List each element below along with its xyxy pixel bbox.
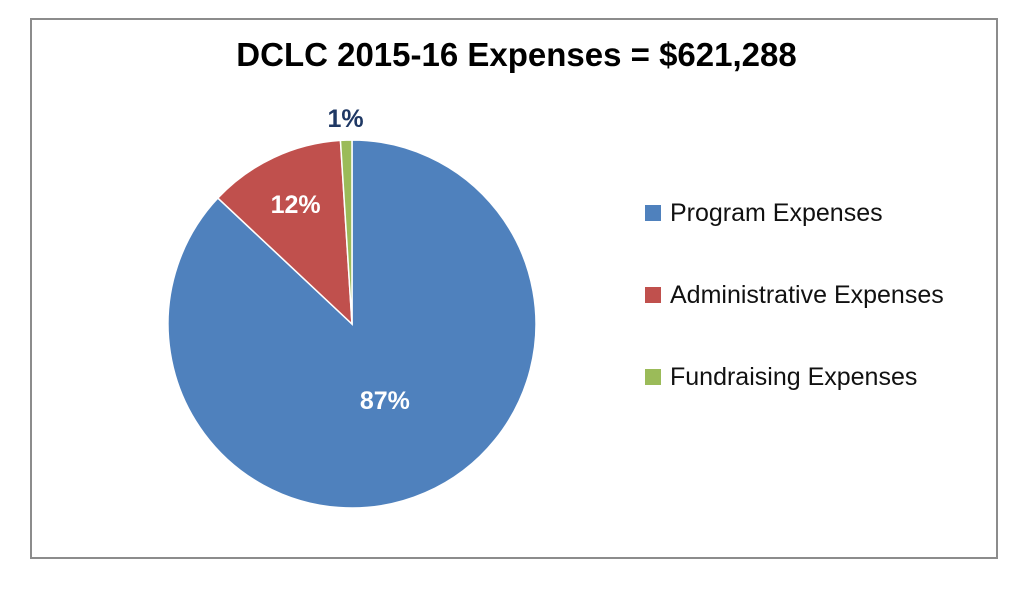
legend-swatch-administrative	[645, 287, 661, 303]
legend-item-fundraising: Fundraising Expenses	[645, 360, 917, 394]
data-label-fundraising: 1%	[327, 105, 363, 133]
pie-slices	[167, 139, 537, 509]
legend-swatch-program	[645, 205, 661, 221]
legend-label-administrative: Administrative Expenses	[670, 280, 944, 309]
legend-item-program: Program Expenses	[645, 196, 883, 230]
pie-data-labels: 87% 12% 1%	[271, 105, 410, 415]
pie-slice-administrative	[216, 139, 353, 326]
legend-item-administrative: Administrative Expenses	[645, 278, 944, 312]
chart-title: DCLC 2015-16 Expenses = $621,288	[236, 36, 797, 73]
data-label-administrative: 12%	[271, 191, 321, 219]
pie-slice-fundraising	[339, 139, 353, 325]
legend-label-program: Program Expenses	[670, 198, 883, 227]
legend-label-fundraising: Fundraising Expenses	[670, 362, 918, 391]
legend-swatch-fundraising	[645, 369, 661, 385]
data-label-program: 87%	[360, 387, 410, 415]
